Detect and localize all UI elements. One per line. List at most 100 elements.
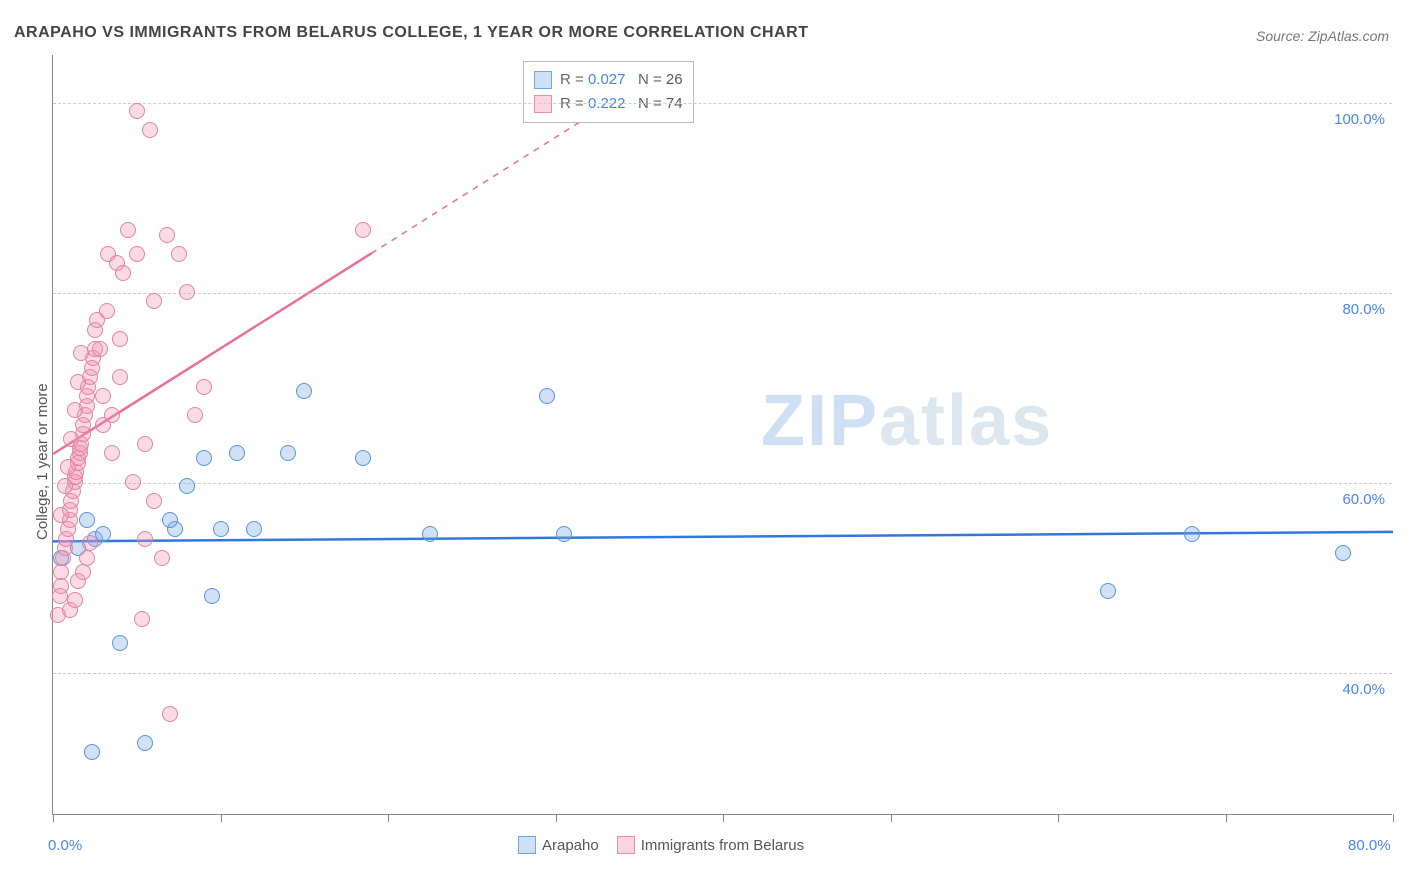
data-point [422, 526, 438, 542]
data-point [229, 445, 245, 461]
x-tick [1058, 814, 1059, 822]
gridline [53, 103, 1392, 104]
data-point [115, 265, 131, 281]
x-tick [53, 814, 54, 822]
stat-text: R = 0.222 N = 74 [560, 92, 683, 116]
data-point [162, 512, 178, 528]
data-point [296, 383, 312, 399]
data-point [63, 431, 79, 447]
legend-label: Arapaho [542, 837, 599, 854]
series-swatch [617, 836, 635, 854]
data-point [99, 303, 115, 319]
stats-row: R = 0.222 N = 74 [534, 92, 683, 116]
data-point [75, 564, 91, 580]
data-point [146, 293, 162, 309]
data-point [1184, 526, 1200, 542]
data-point [95, 388, 111, 404]
data-point [142, 122, 158, 138]
y-tick-label: 100.0% [1325, 111, 1385, 128]
x-tick [1393, 814, 1394, 822]
stats-row: R = 0.027 N = 26 [534, 68, 683, 92]
data-point [67, 402, 83, 418]
data-point [204, 588, 220, 604]
x-axis-min-label: 0.0% [48, 837, 82, 854]
x-tick [556, 814, 557, 822]
stats-legend: R = 0.027 N = 26R = 0.222 N = 74 [523, 61, 694, 123]
data-point [179, 284, 195, 300]
chart-title: ARAPAHO VS IMMIGRANTS FROM BELARUS COLLE… [14, 24, 808, 42]
data-point [137, 531, 153, 547]
trendlines [53, 55, 1393, 815]
data-point [53, 507, 69, 523]
data-point [67, 592, 83, 608]
data-point [280, 445, 296, 461]
data-point [171, 246, 187, 262]
data-point [79, 550, 95, 566]
x-tick [723, 814, 724, 822]
data-point [179, 478, 195, 494]
data-point [1335, 545, 1351, 561]
data-point [129, 103, 145, 119]
gridline [53, 293, 1392, 294]
data-point [355, 222, 371, 238]
data-point [556, 526, 572, 542]
y-tick-label: 40.0% [1325, 681, 1385, 698]
data-point [213, 521, 229, 537]
data-point [60, 459, 76, 475]
x-tick [1226, 814, 1227, 822]
data-point [95, 526, 111, 542]
data-point [82, 535, 98, 551]
x-tick [388, 814, 389, 822]
data-point [134, 611, 150, 627]
stat-text: R = 0.027 N = 26 [560, 68, 683, 92]
data-point [159, 227, 175, 243]
data-point [146, 493, 162, 509]
data-point [125, 474, 141, 490]
watermark: ZIPatlas [761, 380, 1053, 462]
data-point [112, 635, 128, 651]
data-point [53, 578, 69, 594]
legend-label: Immigrants from Belarus [641, 837, 804, 854]
legend-item: Immigrants from Belarus [617, 836, 804, 854]
data-point [196, 450, 212, 466]
data-point [57, 478, 73, 494]
legend-item: Arapaho [518, 836, 599, 854]
gridline [53, 483, 1392, 484]
data-point [137, 436, 153, 452]
series-swatch [518, 836, 536, 854]
data-point [79, 512, 95, 528]
watermark-prefix: ZIP [761, 381, 879, 461]
source-attribution: Source: ZipAtlas.com [1256, 28, 1389, 44]
data-point [1100, 583, 1116, 599]
data-point [104, 445, 120, 461]
data-point [92, 341, 108, 357]
data-point [196, 379, 212, 395]
data-point [187, 407, 203, 423]
data-point [84, 744, 100, 760]
y-tick-label: 60.0% [1325, 491, 1385, 508]
y-tick-label: 80.0% [1325, 301, 1385, 318]
x-axis-max-label: 80.0% [1348, 837, 1391, 854]
data-point [120, 222, 136, 238]
data-point [73, 345, 89, 361]
data-point [129, 246, 145, 262]
series-legend: Arapaho Immigrants from Belarus [518, 836, 804, 854]
data-point [53, 564, 69, 580]
series-swatch [534, 95, 552, 113]
series-swatch [534, 71, 552, 89]
data-point [539, 388, 555, 404]
y-axis-title: College, 1 year or more [34, 383, 51, 540]
watermark-suffix: atlas [879, 381, 1053, 461]
data-point [112, 331, 128, 347]
data-point [112, 369, 128, 385]
x-tick [891, 814, 892, 822]
data-point [154, 550, 170, 566]
plot-area: ZIPatlas R = 0.027 N = 26R = 0.222 N = 7… [52, 55, 1392, 815]
data-point [70, 374, 86, 390]
data-point [104, 407, 120, 423]
data-point [137, 735, 153, 751]
x-tick [221, 814, 222, 822]
data-point [246, 521, 262, 537]
gridline [53, 673, 1392, 674]
data-point [355, 450, 371, 466]
